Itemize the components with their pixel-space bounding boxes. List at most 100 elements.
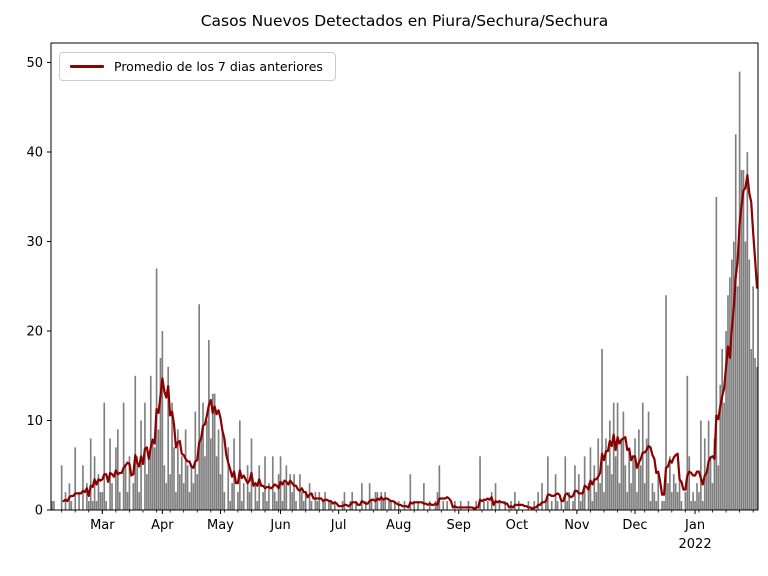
bar [304, 492, 307, 510]
bar [626, 492, 629, 510]
bar [291, 492, 293, 510]
bar [413, 501, 416, 510]
bar [163, 465, 166, 510]
x-tick-label: Dec [622, 518, 647, 533]
bar [361, 483, 363, 510]
bar [738, 71, 741, 510]
x-tick-label: Nov [564, 518, 590, 533]
bar [124, 465, 127, 510]
bar [591, 501, 594, 510]
bar [258, 465, 261, 510]
bar [254, 483, 257, 510]
bar [736, 286, 739, 510]
bar [667, 483, 669, 510]
bar [190, 465, 193, 510]
bar [266, 501, 268, 510]
bar [283, 483, 286, 510]
bar [732, 241, 735, 511]
bar [486, 501, 489, 510]
bar [134, 375, 137, 510]
bar [82, 465, 84, 510]
bar [314, 492, 317, 510]
bar [70, 501, 73, 510]
bar [115, 447, 117, 510]
bar [132, 483, 135, 510]
bar [175, 492, 177, 510]
bar [692, 492, 694, 510]
bar [436, 492, 439, 510]
bar [748, 259, 751, 510]
bar [674, 483, 677, 510]
bar [746, 152, 749, 510]
bar [248, 492, 251, 510]
bar [209, 438, 212, 510]
bar [423, 483, 425, 510]
bar [504, 501, 507, 510]
bar [547, 456, 549, 510]
bar [442, 501, 445, 510]
bar [750, 348, 753, 510]
bar [240, 501, 243, 510]
bar [126, 492, 129, 510]
bar [223, 492, 226, 510]
bar [136, 456, 139, 510]
bar [483, 501, 485, 510]
bar [169, 474, 171, 510]
bar [467, 501, 470, 510]
bar [643, 483, 646, 510]
bar [208, 340, 210, 510]
x-tick-sublabel: 2022 [679, 537, 712, 552]
bar [370, 501, 373, 510]
bar [725, 331, 727, 510]
bar [428, 501, 431, 510]
bar [376, 492, 379, 510]
bar [607, 465, 609, 510]
bar [237, 492, 239, 510]
bar [663, 501, 665, 510]
bar [95, 501, 98, 510]
bar [86, 483, 88, 510]
bar [690, 501, 692, 510]
bar [316, 501, 319, 510]
y-tick-label: 10 [26, 414, 43, 429]
bar [579, 501, 582, 510]
bar [603, 492, 605, 510]
bar [564, 456, 567, 510]
bar [117, 429, 119, 510]
bar [711, 483, 714, 510]
bar [167, 366, 170, 510]
bar [184, 429, 187, 510]
bar [568, 492, 570, 510]
bar [593, 465, 596, 510]
bar [657, 474, 660, 510]
bar [583, 456, 586, 510]
bar [678, 474, 681, 510]
x-tick-label: Jan [684, 518, 705, 533]
bar [281, 501, 284, 510]
bar [351, 492, 354, 510]
bar [74, 447, 77, 510]
bar [541, 483, 543, 510]
bar [649, 501, 652, 510]
bar [328, 501, 330, 510]
bar [268, 483, 270, 510]
bar [653, 492, 656, 510]
x-tick-label: Jun [269, 518, 290, 533]
x-tick-label: May [207, 518, 234, 533]
bar [330, 501, 332, 510]
bar [740, 170, 743, 511]
bar [239, 420, 241, 510]
bar [275, 501, 278, 510]
bar [364, 501, 367, 510]
bar [694, 501, 696, 510]
bar [554, 474, 557, 510]
bar [624, 465, 627, 510]
bar [686, 375, 689, 510]
bar [723, 402, 725, 510]
bar [78, 492, 80, 510]
bar [91, 501, 94, 510]
bar [614, 456, 617, 510]
bar [206, 420, 208, 510]
bar [198, 304, 201, 510]
